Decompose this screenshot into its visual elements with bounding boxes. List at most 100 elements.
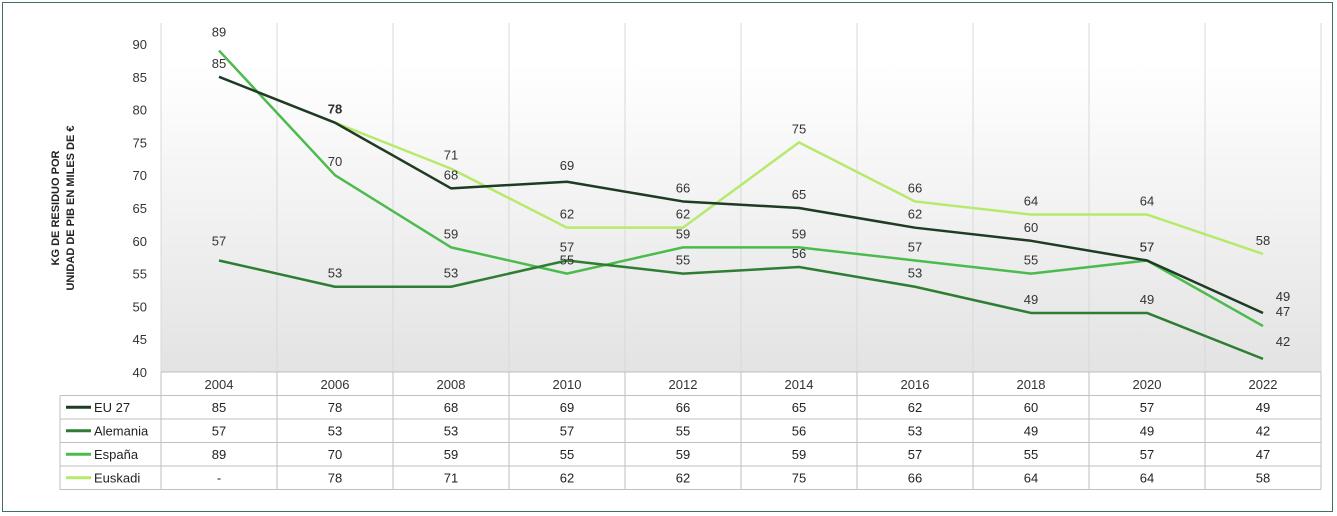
y-tick-label: 90	[133, 37, 147, 52]
data-label: 49	[1024, 292, 1038, 307]
table-cell: 70	[328, 447, 342, 462]
data-label: 62	[908, 207, 922, 222]
data-label: 70	[328, 154, 342, 169]
data-label: 78	[328, 102, 342, 117]
table-cell: 57	[212, 423, 226, 438]
x-tick-label: 2022	[1249, 377, 1278, 392]
y-tick-label: 50	[133, 299, 147, 314]
y-tick-label: 40	[133, 365, 147, 380]
data-label: 53	[908, 266, 922, 281]
table-cell: 59	[792, 447, 806, 462]
table-cell: 89	[212, 447, 226, 462]
data-label: 68	[444, 167, 458, 182]
series-line	[218, 75, 1264, 315]
data-label: 59	[676, 226, 690, 241]
data-label: 55	[1024, 253, 1038, 268]
table-cell: 71	[444, 470, 458, 485]
x-tick-label: 2014	[785, 377, 814, 392]
data-label: 85	[212, 56, 226, 71]
series-line	[334, 121, 1264, 256]
table-cell: 58	[1256, 470, 1270, 485]
y-tick-label: 85	[133, 70, 147, 85]
y-tick-label: 55	[133, 267, 147, 282]
table-cell: 64	[1140, 470, 1154, 485]
data-label: 47	[1276, 304, 1290, 319]
data-label: 57	[1140, 239, 1154, 254]
table-cell: 57	[1140, 400, 1154, 415]
data-label: 59	[444, 226, 458, 241]
legend-label: Alemania	[94, 423, 149, 438]
series-line	[218, 259, 1264, 361]
y-tick-label: 70	[133, 168, 147, 183]
table-cell: 55	[676, 423, 690, 438]
data-label: 55	[560, 253, 574, 268]
x-tick-label: 2012	[669, 377, 698, 392]
y-tick-label: 65	[133, 201, 147, 216]
x-tick-label: 2018	[1017, 377, 1046, 392]
legend-label: Euskadi	[94, 470, 140, 485]
data-label: 69	[560, 158, 574, 173]
table-cell: 53	[908, 423, 922, 438]
table-cell: 49	[1024, 423, 1038, 438]
data-label: 57	[1140, 239, 1154, 254]
y-tick-label: 75	[133, 135, 147, 150]
data-label: 89	[212, 25, 226, 40]
data-label: 60	[1024, 220, 1038, 235]
data-label: 55	[676, 253, 690, 268]
series-line	[218, 49, 1264, 328]
table-cell: 49	[1140, 423, 1154, 438]
table-cell: 57	[908, 447, 922, 462]
data-label: 49	[1276, 289, 1290, 304]
x-tick-label: 2020	[1133, 377, 1162, 392]
y-tick-label: 80	[133, 103, 147, 118]
data-label: 64	[1024, 194, 1038, 209]
data-label: 53	[328, 266, 342, 281]
table-cell: 53	[328, 423, 342, 438]
table-cell: 78	[328, 470, 342, 485]
table-cell: 42	[1256, 423, 1270, 438]
table-cell: 66	[676, 400, 690, 415]
table-cell: 57	[560, 423, 574, 438]
y-axis-label-line: UNIDAD DE PIB EN MILES DE €	[65, 125, 77, 290]
table-cell: 75	[792, 470, 806, 485]
table-cell: 85	[212, 400, 226, 415]
table-cell: 62	[676, 470, 690, 485]
x-tick-label: 2016	[901, 377, 930, 392]
table-cell: 53	[444, 423, 458, 438]
x-tick-label: 2010	[553, 377, 582, 392]
table-cell: -	[217, 470, 221, 485]
y-axis-label: KG DE RESIDUO POR UNIDAD DE PIB EN MILES …	[50, 125, 77, 290]
data-label: 57	[560, 239, 574, 254]
data-label: 56	[792, 246, 806, 261]
data-label: 58	[1256, 233, 1270, 248]
legend-label: EU 27	[94, 400, 130, 415]
data-label: 65	[792, 187, 806, 202]
table-cell: 59	[676, 447, 690, 462]
table-cell: 57	[1140, 447, 1154, 462]
data-label: 57	[908, 239, 922, 254]
y-tick-label: 45	[133, 332, 147, 347]
table-cell: 60	[1024, 400, 1038, 415]
data-label: 57	[212, 233, 226, 248]
data-label: 62	[676, 207, 690, 222]
table-cell: 55	[1024, 447, 1038, 462]
data-label: 71	[444, 148, 458, 163]
data-label: 42	[1276, 334, 1290, 349]
table-cell: 47	[1256, 447, 1270, 462]
data-label: 78	[328, 102, 342, 117]
table-cell: 62	[908, 400, 922, 415]
table-cell: 68	[444, 400, 458, 415]
y-tick-label: 60	[133, 234, 147, 249]
y-axis-label-line: KG DE RESIDUO POR	[50, 150, 62, 265]
table-cell: 56	[792, 423, 806, 438]
table-cell: 59	[444, 447, 458, 462]
data-label: 53	[444, 266, 458, 281]
data-label: 62	[560, 207, 574, 222]
table-cell: 64	[1024, 470, 1038, 485]
data-label: 66	[908, 180, 922, 195]
line-chart: KG DE RESIDUO POR UNIDAD DE PIB EN MILES …	[50, 23, 1322, 490]
x-tick-label: 2008	[437, 377, 466, 392]
table-cell: 62	[560, 470, 574, 485]
data-label: 59	[792, 226, 806, 241]
